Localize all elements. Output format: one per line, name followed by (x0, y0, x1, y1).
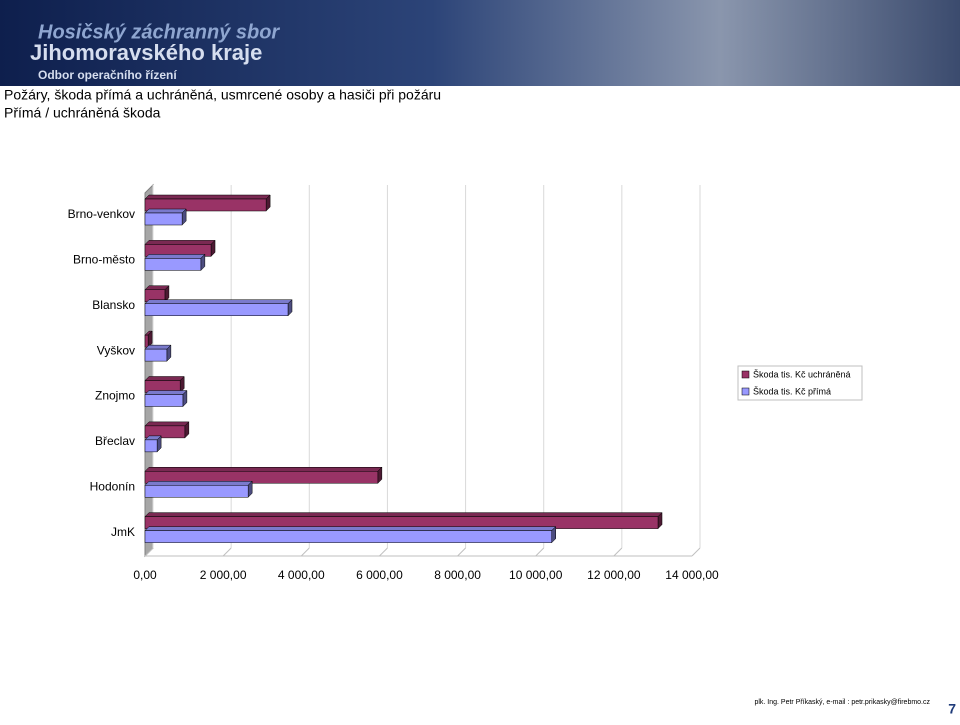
x-tick-label: 8 000,00 (434, 568, 481, 582)
bar (144, 198, 267, 212)
bar (144, 303, 289, 316)
x-tick-label: 10 000,00 (509, 568, 563, 582)
bar (144, 394, 184, 407)
bar (144, 258, 202, 271)
y-tick-label: Hodonín (90, 479, 135, 493)
bar (144, 425, 186, 439)
bar-top (144, 467, 383, 472)
bar-top (144, 512, 663, 517)
chart-subtitle: Přímá / uchráněná škoda (4, 105, 161, 121)
bar (144, 212, 183, 226)
x-tick-label: 6 000,00 (356, 568, 403, 582)
page-number: 7 (948, 701, 956, 717)
floor-line (222, 547, 232, 557)
floor-line (144, 547, 154, 557)
org-name: Hosičský záchranný sbor (38, 21, 280, 43)
legend-label: Škoda tis. Kč uchráněná (753, 369, 851, 379)
legend-swatch (741, 370, 750, 379)
x-tick-label: 0,00 (133, 568, 157, 582)
floor-line (379, 547, 388, 557)
y-tick-label: Brno-město (73, 253, 135, 267)
y-tick-label: Brno-venkov (68, 207, 135, 221)
bar (144, 471, 379, 484)
y-tick-label: Znojmo (95, 389, 135, 403)
x-tick-label: 2 000,00 (200, 568, 247, 582)
y-tick-label: Břeclav (95, 434, 135, 448)
bar-top (144, 299, 293, 304)
bar-top (144, 194, 271, 200)
bar-top (144, 208, 187, 214)
legend-box (737, 365, 863, 401)
floor-line (613, 547, 623, 557)
floor-line (457, 547, 466, 557)
legend-swatch (741, 387, 750, 396)
chart-title: Požáry, škoda přímá a uchráněná, usmrcen… (4, 87, 441, 103)
header-banner (0, 0, 960, 86)
bar-top (144, 344, 172, 350)
bar-top (144, 421, 190, 427)
chart: 0,00 2 000,00 4 000,00 6 000,00 8 000,00 10 0… (68, 183, 863, 582)
floor-line (300, 547, 310, 557)
floor-line (691, 547, 701, 557)
x-tick-label: 12 000,00 (587, 568, 641, 582)
bar-top (144, 526, 557, 531)
bar-top (144, 254, 206, 259)
org-department: Odbor operačního řízení (38, 68, 177, 82)
bar-top (144, 240, 216, 245)
x-tick-label: 14 000,00 (665, 568, 719, 582)
y-tick-label: Blansko (92, 298, 135, 312)
legend-label: Škoda tis. Kč přímá (753, 386, 831, 396)
bar (144, 334, 149, 348)
org-region: Jihomoravského kraje (30, 40, 262, 65)
bar-top (144, 481, 253, 486)
bar (144, 348, 168, 362)
y-tick-label: Vyškov (97, 343, 135, 357)
bar (144, 530, 552, 543)
x-tick-label: 4 000,00 (278, 568, 325, 582)
footer-author: plk. Ing. Petr Příkaský, e-mail : petr.p… (754, 699, 930, 706)
bar-top (144, 376, 185, 381)
bar (144, 439, 158, 453)
bar-top (144, 390, 188, 395)
floor-line (535, 547, 545, 557)
bar (144, 485, 249, 498)
y-tick-label: JmK (111, 525, 135, 539)
